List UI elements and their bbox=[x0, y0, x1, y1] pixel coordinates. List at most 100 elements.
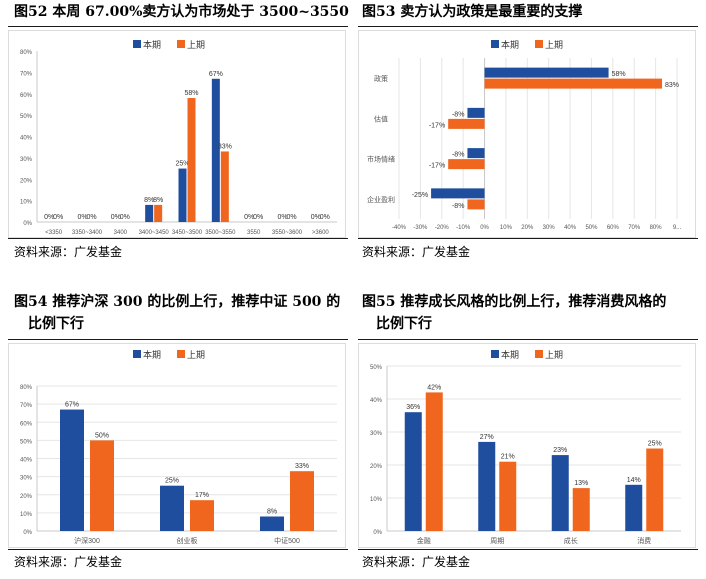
bar-current bbox=[211, 78, 220, 222]
data-label: 17% bbox=[195, 492, 209, 499]
figure-52-title: 图52 本周 67.00%卖方认为市场处于 3500~3550 bbox=[14, 4, 349, 20]
y-tick-label: 30% bbox=[20, 476, 33, 482]
y-tick-label: 30% bbox=[20, 157, 33, 163]
y-tick-label: 40% bbox=[20, 136, 33, 142]
category-label: 3400 bbox=[114, 230, 128, 236]
y-tick-label: 60% bbox=[20, 93, 33, 99]
data-label: 8% bbox=[267, 509, 277, 516]
x-tick-label: 70% bbox=[628, 225, 641, 231]
x-tick-label: 30% bbox=[543, 225, 556, 231]
chart-panel-53: 本期 上期 -40% -30% -20% -10% 0% 10% 20% 30% 40% 50% 60%… bbox=[358, 30, 696, 238]
y-tick-label: 40% bbox=[20, 458, 33, 464]
y-tick-label: 50% bbox=[20, 439, 33, 445]
category-label: 周期 bbox=[490, 537, 504, 545]
bar-previous bbox=[220, 151, 229, 222]
source-divider bbox=[8, 238, 348, 239]
title-divider bbox=[8, 339, 348, 340]
y-tick-label: 80% bbox=[20, 50, 33, 56]
data-label: -25% bbox=[412, 192, 428, 199]
data-label: 25% bbox=[648, 441, 662, 448]
title-divider bbox=[8, 26, 348, 27]
chart-panel-54: 本期 上期 0% 10% 20% 30% 40% 50% 60% 70% 80% 67% 50% 沪深30… bbox=[8, 343, 346, 548]
data-label: 0% bbox=[53, 214, 63, 221]
y-tick-label: 20% bbox=[20, 178, 33, 184]
data-label: 25% bbox=[175, 161, 189, 168]
legend-swatch-current bbox=[133, 40, 141, 48]
y-tick-label: 50% bbox=[20, 114, 33, 120]
legend-swatch-current bbox=[133, 350, 141, 358]
legend-swatch-previous bbox=[177, 350, 185, 358]
bar-previous bbox=[425, 392, 443, 531]
bar-current bbox=[478, 441, 496, 531]
category-label: 消费 bbox=[637, 536, 651, 545]
bar-current bbox=[60, 409, 84, 531]
chart-panel-55: 本期 上期 0% 10% 20% 30% 40% 50% 36% 42% 金融 27% 21% 周期 23%… bbox=[358, 343, 696, 548]
data-label: 0% bbox=[86, 214, 96, 221]
data-label: 0% bbox=[253, 214, 263, 221]
bar-previous bbox=[499, 461, 517, 531]
y-tick-label: 80% bbox=[20, 385, 33, 391]
bar-current bbox=[467, 107, 485, 118]
data-label: -17% bbox=[429, 122, 445, 129]
data-label: -8% bbox=[452, 203, 464, 210]
data-label: 27% bbox=[480, 434, 494, 441]
bar-current bbox=[551, 455, 569, 531]
category-label: 沪深300 bbox=[74, 536, 100, 545]
bar-current bbox=[625, 484, 643, 531]
category-label: <3350 bbox=[45, 230, 63, 236]
legend-label-previous: 上期 bbox=[545, 40, 563, 50]
category-label: 创业板 bbox=[177, 536, 198, 545]
x-tick-label: 20% bbox=[521, 225, 534, 231]
y-tick-label: 20% bbox=[20, 494, 33, 500]
data-label: 0% bbox=[320, 214, 330, 221]
bar-previous bbox=[484, 78, 663, 89]
legend-label-current: 本期 bbox=[501, 349, 519, 360]
x-tick-label: 9... bbox=[673, 225, 682, 231]
data-label: 33% bbox=[218, 143, 232, 150]
bar-previous bbox=[448, 159, 485, 170]
legend-swatch-previous bbox=[177, 40, 185, 48]
category-label: 3450~3500 bbox=[172, 230, 203, 236]
data-label: 33% bbox=[295, 463, 309, 470]
y-tick-label: 70% bbox=[20, 403, 33, 409]
x-tick-label: -10% bbox=[456, 225, 471, 231]
chart-52: 本期 上期0%10%20%30%40%50%60%70%80%0%0%<33500… bbox=[20, 39, 337, 236]
data-label: -8% bbox=[452, 152, 464, 159]
data-label: 0% bbox=[77, 214, 87, 221]
x-tick-label: 0% bbox=[480, 225, 489, 231]
legend-swatch-previous bbox=[535, 350, 543, 358]
data-label: 21% bbox=[501, 454, 515, 461]
category-label: 成长 bbox=[564, 536, 578, 545]
category-label: 3350~3400 bbox=[72, 230, 103, 236]
category-label: 3400~3450 bbox=[139, 230, 170, 236]
data-label: 0% bbox=[277, 214, 287, 221]
legend-label-current: 本期 bbox=[501, 39, 519, 50]
legend-label-previous: 上期 bbox=[187, 40, 205, 50]
data-label: 23% bbox=[553, 447, 567, 454]
category-label: 3550~3600 bbox=[272, 230, 303, 236]
bar-current bbox=[145, 204, 154, 222]
data-label: 50% bbox=[95, 432, 109, 439]
bar-current bbox=[431, 188, 485, 199]
legend-label-current: 本期 bbox=[143, 39, 161, 50]
x-tick-label: -30% bbox=[413, 225, 428, 231]
data-label: -17% bbox=[429, 163, 445, 170]
bar-current bbox=[467, 148, 485, 159]
y-tick-label: 10% bbox=[20, 200, 33, 206]
category-label: 金融 bbox=[417, 536, 431, 545]
source-divider bbox=[358, 549, 698, 550]
bar-current bbox=[260, 516, 284, 531]
x-tick-label: -20% bbox=[435, 225, 450, 231]
bar-previous bbox=[467, 199, 485, 210]
y-tick-label: 0% bbox=[373, 530, 382, 536]
data-label: 67% bbox=[65, 402, 79, 409]
bar-previous bbox=[646, 448, 664, 531]
x-tick-label: 80% bbox=[650, 225, 663, 231]
data-label: 0% bbox=[111, 214, 121, 221]
data-label: 0% bbox=[286, 214, 296, 221]
source-note: 资料来源：广发基金 bbox=[14, 555, 123, 569]
chart-54: 本期 上期 0% 10% 20% 30% 40% 50% 60% 70% 80% 67% 50% 沪深30… bbox=[20, 349, 337, 545]
y-tick-label: 50% bbox=[370, 365, 383, 371]
data-label: 0% bbox=[244, 214, 254, 221]
bar-previous bbox=[90, 440, 114, 531]
